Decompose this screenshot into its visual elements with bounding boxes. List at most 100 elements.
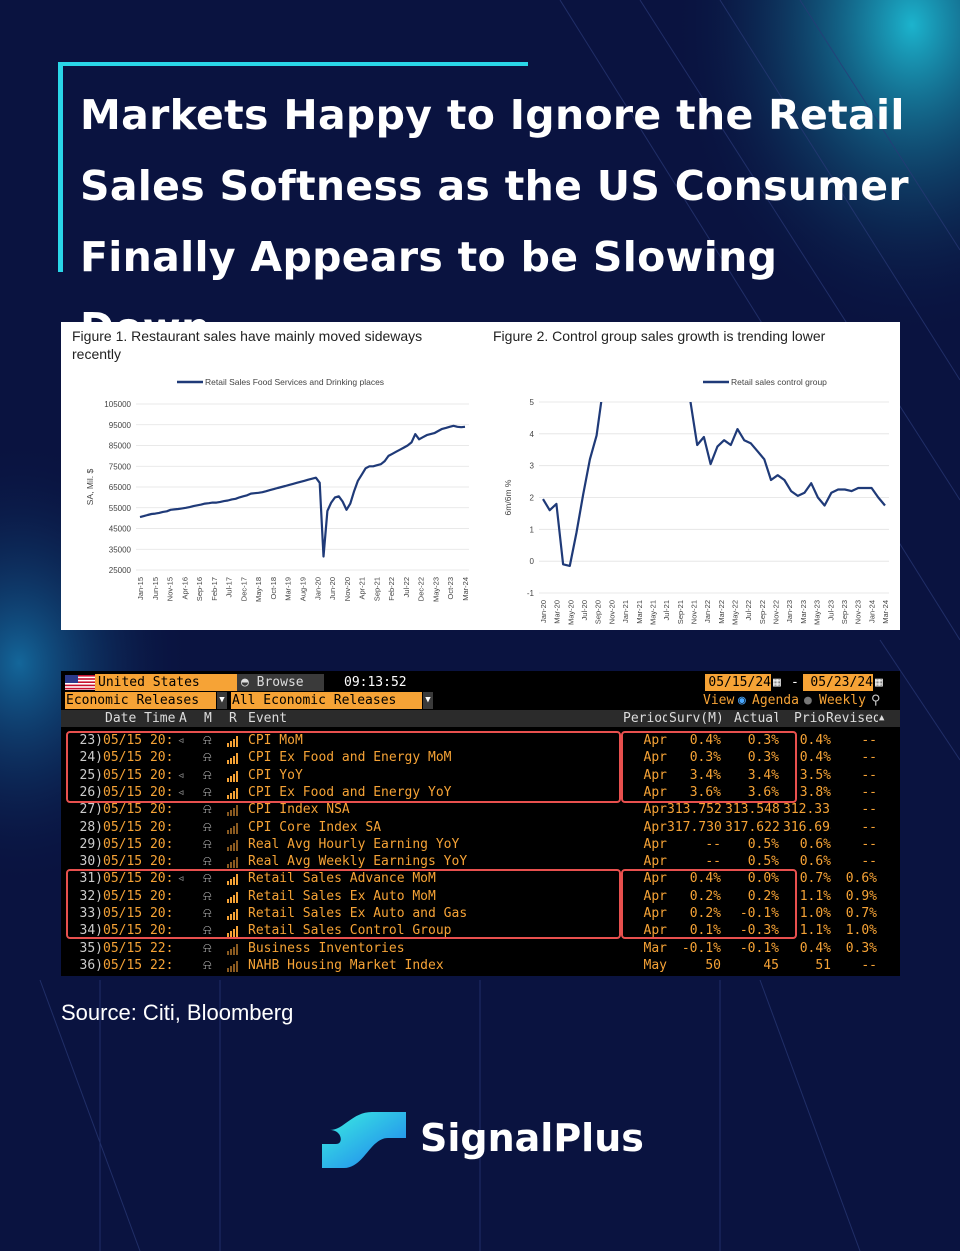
importance-bar xyxy=(230,914,232,920)
date-from-field[interactable]: 05/15/24 xyxy=(705,674,771,691)
row-actual: -0.1% xyxy=(739,940,779,956)
table-row[interactable]: 32)05/15 20:30 Retail Sales Ex Auto MoM Ap… xyxy=(61,888,900,905)
speaker-icon[interactable] xyxy=(177,836,193,853)
calendar-from-icon[interactable]: ▦ xyxy=(773,675,781,690)
row-number: 30) xyxy=(79,854,103,870)
row-surv: 0.1% xyxy=(689,923,721,939)
header-surv[interactable]: Surv(M) xyxy=(669,711,721,726)
signalplus-logo: SignalPlus xyxy=(322,1108,652,1174)
table-row[interactable]: 26)05/15 20:30 CPI Ex Food and Energy YoY… xyxy=(61,784,900,801)
calendar-to-icon[interactable]: ▦ xyxy=(875,675,883,690)
row-date-time: 05/15 22:00 xyxy=(103,957,173,973)
bell-icon[interactable]: ⍾ xyxy=(203,802,212,818)
header-revised[interactable]: Revised xyxy=(826,711,878,726)
table-row[interactable]: 31)05/15 20:30 Retail Sales Advance MoM Ap… xyxy=(61,870,900,887)
speaker-icon[interactable]: ◃ xyxy=(177,871,185,887)
importance-bar xyxy=(236,909,238,920)
bell-icon[interactable]: ⍾ xyxy=(203,871,212,887)
importance-bar xyxy=(227,812,229,817)
weekly-radio-icon[interactable]: ● xyxy=(804,693,812,708)
bell-icon[interactable]: ⍾ xyxy=(203,940,212,956)
importance-bar xyxy=(236,926,238,938)
release-filter-dropdown[interactable]: All Economic Releases xyxy=(231,692,422,709)
row-revised: -- xyxy=(861,957,877,973)
row-revised: -- xyxy=(861,733,877,748)
row-actual: -0.3% xyxy=(739,923,779,939)
bell-icon[interactable]: ⍾ xyxy=(203,819,212,835)
speaker-icon[interactable] xyxy=(177,853,193,870)
importance-bar xyxy=(233,739,235,747)
table-row[interactable]: 25)05/15 20:30 CPI YoY Apr 3.4% 3.4% 3.5% -- ◃ ⍾ xyxy=(61,767,900,784)
row-event: Real Avg Weekly Earnings YoY xyxy=(248,854,468,870)
row-period: Apr xyxy=(643,819,667,835)
speaker-icon[interactable]: ◃ xyxy=(177,784,185,800)
y-tick-label: 45000 xyxy=(109,525,132,534)
table-row[interactable]: 34)05/15 20:30 Retail Sales Control Group… xyxy=(61,922,900,939)
table-row[interactable]: 27)05/15 20:30 CPI Index NSA Apr313.752313… xyxy=(61,801,900,818)
x-tick-label: Jun-15 xyxy=(151,577,160,600)
chevron-down-icon[interactable]: ▼ xyxy=(423,692,433,709)
x-tick-label: Jul-22 xyxy=(744,600,753,620)
bell-icon[interactable]: ⍾ xyxy=(203,836,212,852)
table-row[interactable]: 28)05/15 20:30 CPI Core Index SA Apr317.73… xyxy=(61,819,900,836)
header-period[interactable]: Period xyxy=(623,711,667,726)
row-surv: 3.6% xyxy=(689,784,721,800)
table-row[interactable]: 36)05/15 22:00 NAHB Housing Market Index M… xyxy=(61,957,900,974)
us-flag-icon xyxy=(65,674,95,691)
header-event[interactable]: Event xyxy=(248,711,288,726)
row-surv: 313.752 xyxy=(667,802,721,818)
importance-bar xyxy=(236,943,238,955)
chevron-down-icon[interactable]: ▼ xyxy=(217,692,227,709)
bell-icon[interactable]: ⍾ xyxy=(203,733,212,748)
x-tick-label: Mar-19 xyxy=(284,577,293,601)
x-tick-label: Sep-21 xyxy=(676,600,685,624)
header-prior[interactable]: Prior xyxy=(794,711,826,726)
importance-bar xyxy=(230,827,232,834)
speaker-icon[interactable] xyxy=(177,819,193,836)
speaker-icon[interactable]: ◃ xyxy=(177,733,185,748)
bell-icon[interactable]: ⍾ xyxy=(203,750,212,766)
table-row[interactable]: 35)05/15 22:00 Business Inventories Mar -0.… xyxy=(61,940,900,957)
row-prior: 1.1% xyxy=(799,888,831,904)
speaker-icon[interactable] xyxy=(177,957,193,974)
header-m[interactable]: M xyxy=(204,711,212,726)
bell-icon[interactable]: ⍾ xyxy=(203,957,212,973)
table-row[interactable]: 23)05/15 20:30 CPI MoM Apr 0.4% 0.3% 0.4% -- ◃ ⍾ xyxy=(61,732,900,749)
table-row[interactable]: 33)05/15 20:30 Retail Sales Ex Auto and G… xyxy=(61,905,900,922)
speaker-icon[interactable] xyxy=(177,940,193,957)
row-event: Retail Sales Advance MoM xyxy=(248,871,436,887)
date-to-field[interactable]: 05/23/24 xyxy=(803,674,873,691)
header-a[interactable]: A xyxy=(179,711,187,726)
agenda-radio-icon[interactable]: ◉ xyxy=(738,693,746,708)
header-date-time[interactable]: Date Time xyxy=(105,711,175,726)
header-actual[interactable]: Actual xyxy=(734,711,778,726)
table-row[interactable]: 24)05/15 20:30 CPI Ex Food and Energy MoM… xyxy=(61,749,900,766)
country-field[interactable]: United States xyxy=(95,674,238,691)
bell-icon[interactable]: ⍾ xyxy=(203,923,212,939)
speaker-icon[interactable]: ◃ xyxy=(177,767,185,783)
browse-button[interactable]: ◓ Browse xyxy=(237,674,324,691)
importance-bar xyxy=(227,777,229,782)
row-number: 23) xyxy=(79,733,103,748)
header-r[interactable]: R xyxy=(229,711,237,726)
bell-icon[interactable]: ⍾ xyxy=(203,784,212,800)
sort-up-icon[interactable]: ▲ xyxy=(879,713,885,723)
bell-icon[interactable]: ⍾ xyxy=(203,906,212,921)
row-revised: 0.9% xyxy=(845,888,877,904)
release-type-dropdown[interactable]: Economic Releases xyxy=(65,692,216,709)
bell-icon[interactable]: ⍾ xyxy=(203,854,212,870)
importance-bar xyxy=(236,857,238,869)
speaker-icon[interactable] xyxy=(177,801,193,818)
row-period: Apr xyxy=(643,871,667,887)
row-prior: 0.6% xyxy=(799,836,831,852)
x-tick-label: Sep-16 xyxy=(195,577,204,601)
row-period: Apr xyxy=(643,854,667,870)
bell-icon[interactable]: ⍾ xyxy=(203,767,212,783)
row-event: Retail Sales Ex Auto and Gas xyxy=(248,906,468,921)
bell-icon[interactable]: ⍾ xyxy=(203,888,212,904)
figure2-title: Figure 2. Control group sales growth is … xyxy=(493,328,826,344)
table-row[interactable]: 30)05/15 20:30 Real Avg Weekly Earnings Y… xyxy=(61,853,900,870)
magnifier-icon[interactable]: ⚲ xyxy=(871,693,881,708)
table-row[interactable]: 29)05/15 20:30 Real Avg Hourly Earning Yo… xyxy=(61,836,900,853)
row-number: 26) xyxy=(79,784,103,800)
